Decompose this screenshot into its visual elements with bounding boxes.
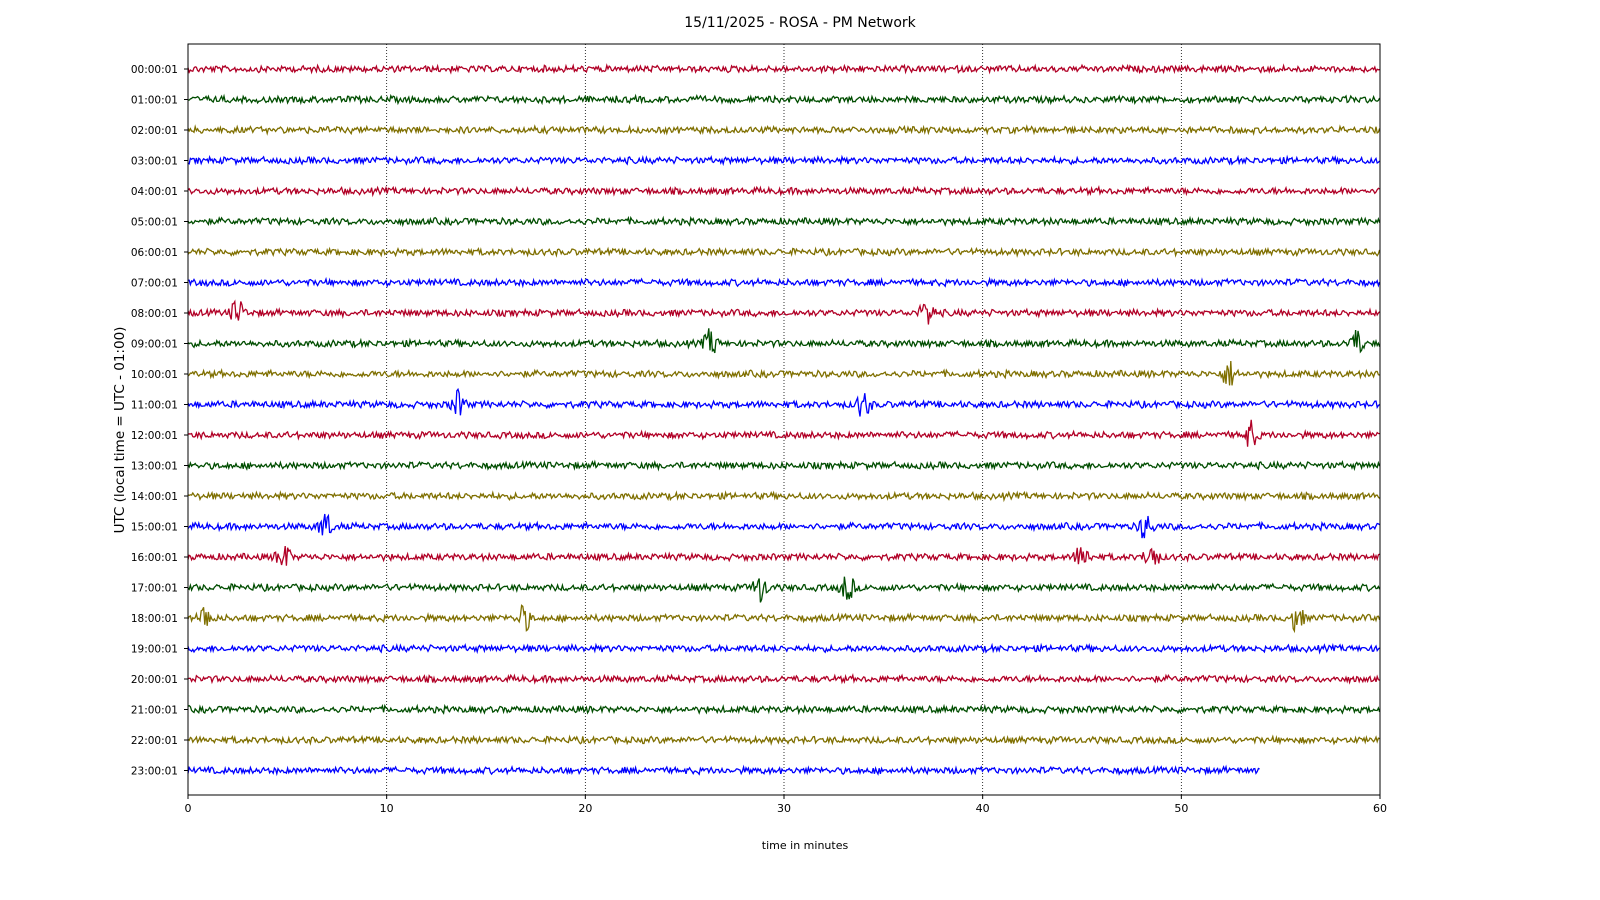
y-tick-label: 14:00:01 [131,491,178,503]
y-tick-label: 00:00:01 [131,64,178,76]
trace-190001 [187,642,1381,655]
trace-090001 [187,328,1381,354]
x-axis-label: time in minutes [761,839,849,852]
trace-210001 [187,703,1381,716]
y-tick-label: 03:00:01 [131,156,178,168]
x-tick-label: 50 [1174,802,1188,815]
y-tick-label: 16:00:01 [131,552,178,564]
trace-200001 [187,673,1380,685]
y-tick-label: 10:00:01 [131,369,178,381]
y-tick-label: 07:00:01 [131,278,178,290]
trace-110001 [187,387,1381,417]
x-tick-label: 0 [185,802,192,815]
trace-230001 [187,764,1260,777]
x-tick-label: 10 [380,802,394,815]
x-tick-label: 60 [1373,802,1387,815]
y-tick-label: 04:00:01 [131,186,178,198]
y-tick-label: 02:00:01 [131,125,178,137]
y-tick-label: 08:00:01 [131,308,178,320]
trace-140001 [187,490,1381,503]
trace-220001 [187,734,1380,746]
y-tick-label: 09:00:01 [131,339,178,351]
trace-100001 [187,360,1380,386]
x-axis-label-wrap: time in minutes [0,839,1600,852]
y-tick-label: 19:00:01 [131,644,178,656]
trace-130001 [187,459,1381,472]
y-tick-label: 15:00:01 [131,522,178,534]
y-tick-label: 17:00:01 [131,583,178,595]
y-tick-label: 05:00:01 [131,217,178,229]
y-tick-label: 12:00:01 [131,430,178,442]
y-tick-label: 11:00:01 [131,400,178,412]
tick-layer: 0 10 20 30 40 50 60 00:00:01 01:00:01 02:00:01 03:… [131,64,1387,815]
y-tick-label: 13:00:01 [131,461,178,473]
trace-080001 [187,299,1381,325]
trace-000001 [187,63,1380,75]
trace-160001 [187,546,1380,566]
trace-120001 [187,419,1380,447]
x-tick-label: 20 [578,802,592,815]
trace-060001 [187,246,1381,258]
trace-150001 [187,513,1380,539]
y-tick-label: 06:00:01 [131,247,178,259]
trace-030001 [187,154,1381,167]
y-tick-label: 22:00:01 [131,735,178,747]
chart-title: 15/11/2025 - ROSA - PM Network [684,15,916,31]
y-tick-label: 18:00:01 [131,613,178,625]
trace-040001 [187,185,1380,198]
trace-070001 [187,276,1381,289]
x-tick-label: 40 [976,802,990,815]
trace-layer [187,63,1381,777]
y-tick-label: 20:00:01 [131,674,178,686]
y-tick-label: 21:00:01 [131,705,178,717]
trace-170001 [187,576,1381,603]
grid-layer [386,44,1182,795]
x-tick-label: 30 [777,802,791,815]
trace-020001 [187,124,1381,136]
y-tick-label: 01:00:01 [131,95,178,107]
trace-180001 [187,604,1381,634]
trace-050001 [187,215,1381,228]
y-tick-label: 23:00:01 [131,766,178,778]
trace-010001 [187,93,1381,106]
